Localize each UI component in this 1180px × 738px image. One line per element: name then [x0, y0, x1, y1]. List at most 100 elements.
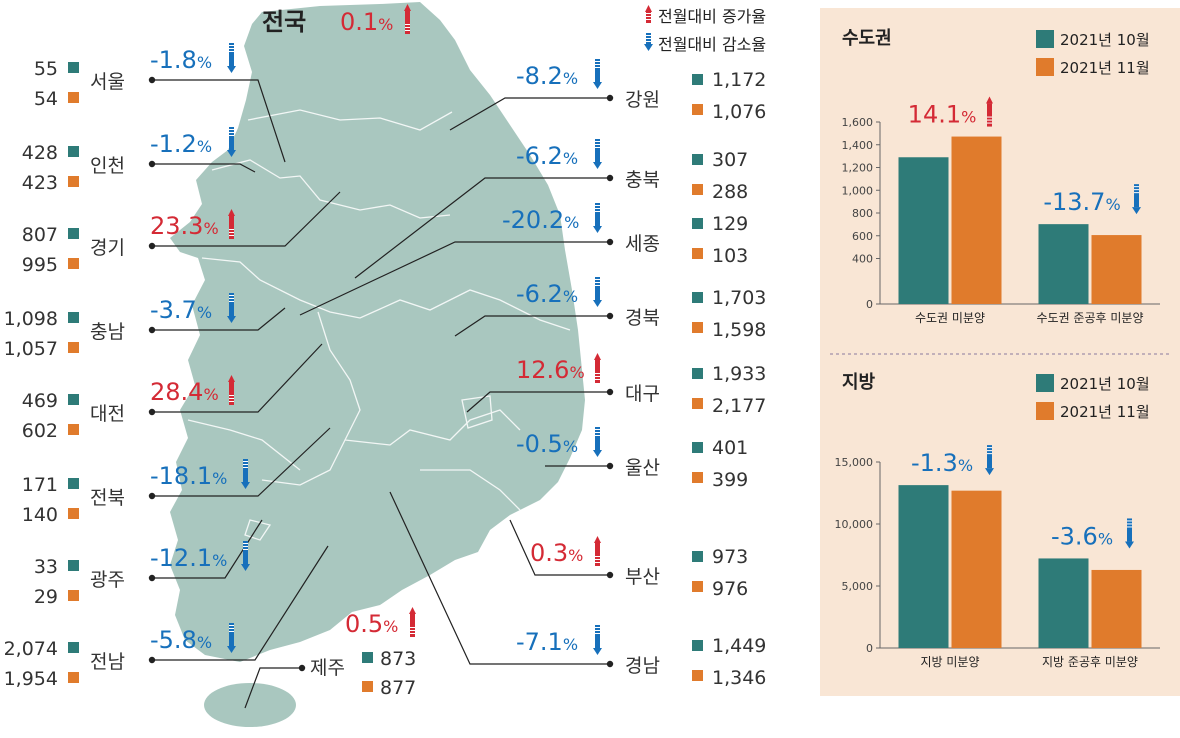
- value-oct: 1,703: [712, 287, 766, 309]
- arrow-head: [1125, 541, 1134, 549]
- pct-unit: %: [569, 363, 584, 382]
- region-4: 469 602 대전 28.4%: [22, 375, 235, 442]
- arrow-stripe: [595, 279, 600, 280]
- swatch-nov: [68, 508, 79, 519]
- swatch-oct: [68, 228, 79, 239]
- down-arrow-icon: [644, 33, 653, 51]
- arrow-stripe: [229, 45, 234, 46]
- pct-unit: %: [563, 635, 578, 654]
- pct-value: -12.1: [150, 544, 212, 572]
- swatch-nov: [692, 184, 703, 195]
- arrow-stripe: [595, 627, 600, 628]
- down-arrow-icon: [593, 427, 602, 457]
- region-5: 171 140 전북 -18.1%: [22, 459, 250, 526]
- value-nov: 1,076: [712, 101, 766, 123]
- value-oct: 171: [22, 474, 58, 496]
- pct-unit: %: [197, 53, 212, 72]
- arrow-stripe: [229, 401, 234, 402]
- value-oct: 307: [712, 149, 748, 171]
- arrow-head: [593, 226, 602, 233]
- region-name: 부산: [625, 566, 660, 588]
- y-tick-label: 1,600: [842, 116, 874, 129]
- region-labels: 5554서울-1.8%428423인천-1.2%807995경기23.3%1,0…: [4, 43, 766, 699]
- leader-dot: [148, 160, 156, 168]
- arrow-stripe: [595, 208, 600, 209]
- arrow-stripe: [595, 61, 600, 62]
- arrow-stripe: [405, 24, 410, 25]
- arrow-stripe: [595, 282, 600, 283]
- region-9: 강원 1,172 1,076 -8.2%: [516, 59, 766, 123]
- down-arrow-icon: [227, 127, 236, 157]
- arrow-stripe: [595, 373, 600, 374]
- down-arrow-icon: [593, 625, 602, 655]
- arrow-shaft: [1127, 518, 1132, 542]
- region-pct: 12.6%: [516, 353, 601, 384]
- leader-line: [152, 163, 256, 173]
- pct-text: -6.2%: [516, 142, 578, 170]
- pct-unit: %: [568, 546, 583, 565]
- annotation-pct: -3.6%: [1051, 522, 1113, 550]
- annotation-unit: %: [1098, 529, 1113, 548]
- arrow-shaft: [595, 203, 600, 226]
- pct-value: 0.5: [345, 610, 383, 638]
- arrow-shaft: [405, 11, 410, 34]
- region-name: 경남: [625, 655, 660, 677]
- province-border: [187, 419, 301, 471]
- up-arrow-icon: [645, 5, 652, 23]
- pct-text: 23.3%: [150, 212, 219, 240]
- leader-dot: [148, 656, 156, 664]
- annotation-pct: -1.3%: [911, 449, 973, 477]
- annotation-value: -1.3: [911, 449, 958, 477]
- swatch-oct: [68, 642, 79, 653]
- province-border: [244, 519, 272, 541]
- down-arrow-icon: [593, 277, 602, 307]
- region-pct: -1.8%: [150, 43, 236, 74]
- value-nov: 103: [712, 245, 748, 267]
- region-pct: 0.5%: [345, 607, 416, 638]
- arrow-stripe: [243, 461, 248, 462]
- x-category-label: 지방 준공후 미분양: [1042, 655, 1138, 669]
- region-name: 인천: [90, 155, 125, 177]
- arrow-stripe: [646, 35, 651, 36]
- region-pct: -0.5%: [516, 427, 602, 458]
- arrow-shaft: [987, 103, 992, 127]
- arrow-shaft: [243, 459, 248, 482]
- value-nov: 423: [22, 172, 58, 194]
- leader-line: [152, 79, 286, 163]
- arrow-stripe: [243, 546, 248, 547]
- arrow-stripe: [646, 41, 651, 42]
- swatch-oct: [68, 62, 79, 73]
- leader-line: [466, 391, 610, 413]
- region-15: 부산 973 976 0.3%: [530, 536, 748, 600]
- region-0: 55 54 서울 -1.8%: [34, 43, 236, 110]
- arrow-shaft: [646, 12, 651, 23]
- legend-label: 2021년 11월: [1060, 403, 1150, 421]
- arrow-stripe: [987, 453, 992, 455]
- swatch-oct: [68, 560, 79, 571]
- down-arrow-icon: [1132, 184, 1141, 215]
- swatch-nov: [68, 672, 79, 683]
- region-name: 울산: [625, 457, 660, 479]
- region-13: 대구 1,933 2,177 12.6%: [516, 353, 766, 417]
- pct-text: -6.2%: [516, 280, 578, 308]
- region-10: 충북 307 288 -6.2%: [516, 139, 748, 203]
- bar-oct: [1038, 558, 1089, 648]
- arrow-stripe: [410, 633, 415, 634]
- arrow-stripe: [405, 30, 410, 31]
- arrow-stripe: [405, 27, 410, 28]
- swatch-nov: [68, 342, 79, 353]
- arrow-stripe: [410, 627, 415, 628]
- down-arrow-icon: [1125, 518, 1134, 549]
- leader-line: [449, 97, 610, 131]
- pct-text: -1.8%: [150, 46, 212, 74]
- arrow-stripe: [229, 51, 234, 52]
- arrow-stripe: [595, 556, 600, 557]
- arrow-stripe: [595, 435, 600, 436]
- up-arrow-icon: [404, 4, 411, 34]
- value-oct: 1,933: [712, 363, 766, 385]
- arrow-shaft: [243, 541, 248, 564]
- arrow-stripe: [595, 432, 600, 433]
- swatch-nov: [68, 424, 79, 435]
- swatch-oct: [692, 442, 703, 453]
